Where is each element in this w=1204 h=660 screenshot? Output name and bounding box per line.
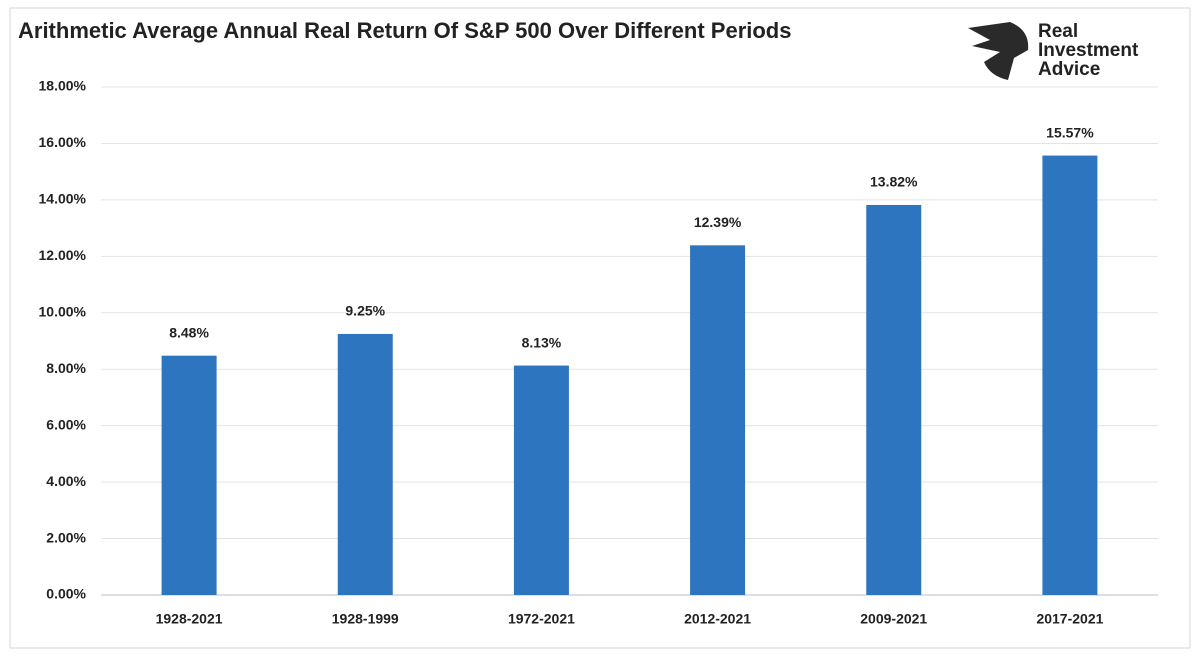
value-label: 15.57% <box>1046 124 1094 140</box>
logo-text: Real <box>1038 21 1078 42</box>
logo: Real Investment Advice <box>968 21 1139 80</box>
y-tick-label: 12.00% <box>39 247 87 263</box>
x-tick-label: 1972-2021 <box>508 611 575 627</box>
bar <box>337 333 393 595</box>
y-tick-label: 2.00% <box>46 529 86 545</box>
value-label: 8.48% <box>169 324 209 340</box>
x-tick-label: 1928-1999 <box>332 611 399 627</box>
y-tick-label: 6.00% <box>46 416 86 432</box>
y-tick-label: 8.00% <box>46 360 86 376</box>
x-tick-label: 1928-2021 <box>156 611 223 627</box>
y-tick-label: 4.00% <box>46 473 86 489</box>
y-tick-label: 0.00% <box>46 586 86 602</box>
y-tick-label: 18.00% <box>39 78 87 94</box>
x-tick-label: 2012-2021 <box>684 611 751 627</box>
bar <box>690 245 746 595</box>
logo-text: Advice <box>1038 59 1100 80</box>
chart-title: Arithmetic Average Annual Real Return Of… <box>18 18 791 43</box>
bar <box>513 365 569 595</box>
y-tick-label: 16.00% <box>39 134 87 150</box>
logo-text: Investment <box>1038 40 1139 61</box>
y-tick-label: 10.00% <box>39 303 87 319</box>
x-tick-label: 2009-2021 <box>860 611 927 627</box>
x-tick-label: 2017-2021 <box>1036 611 1103 627</box>
bar <box>161 355 217 595</box>
bar <box>866 204 922 596</box>
bar <box>1042 155 1098 595</box>
value-label: 13.82% <box>870 174 918 190</box>
value-label: 9.25% <box>345 303 385 319</box>
value-label: 8.13% <box>522 334 562 350</box>
value-label: 12.39% <box>694 214 742 230</box>
logo-icon <box>968 22 1029 80</box>
y-tick-label: 14.00% <box>39 191 87 207</box>
